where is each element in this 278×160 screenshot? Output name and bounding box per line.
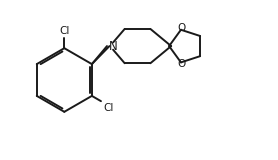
Text: O: O xyxy=(178,59,186,69)
Text: Cl: Cl xyxy=(59,26,70,36)
Text: N: N xyxy=(109,40,117,53)
Text: Cl: Cl xyxy=(103,103,113,113)
Text: O: O xyxy=(178,23,186,33)
